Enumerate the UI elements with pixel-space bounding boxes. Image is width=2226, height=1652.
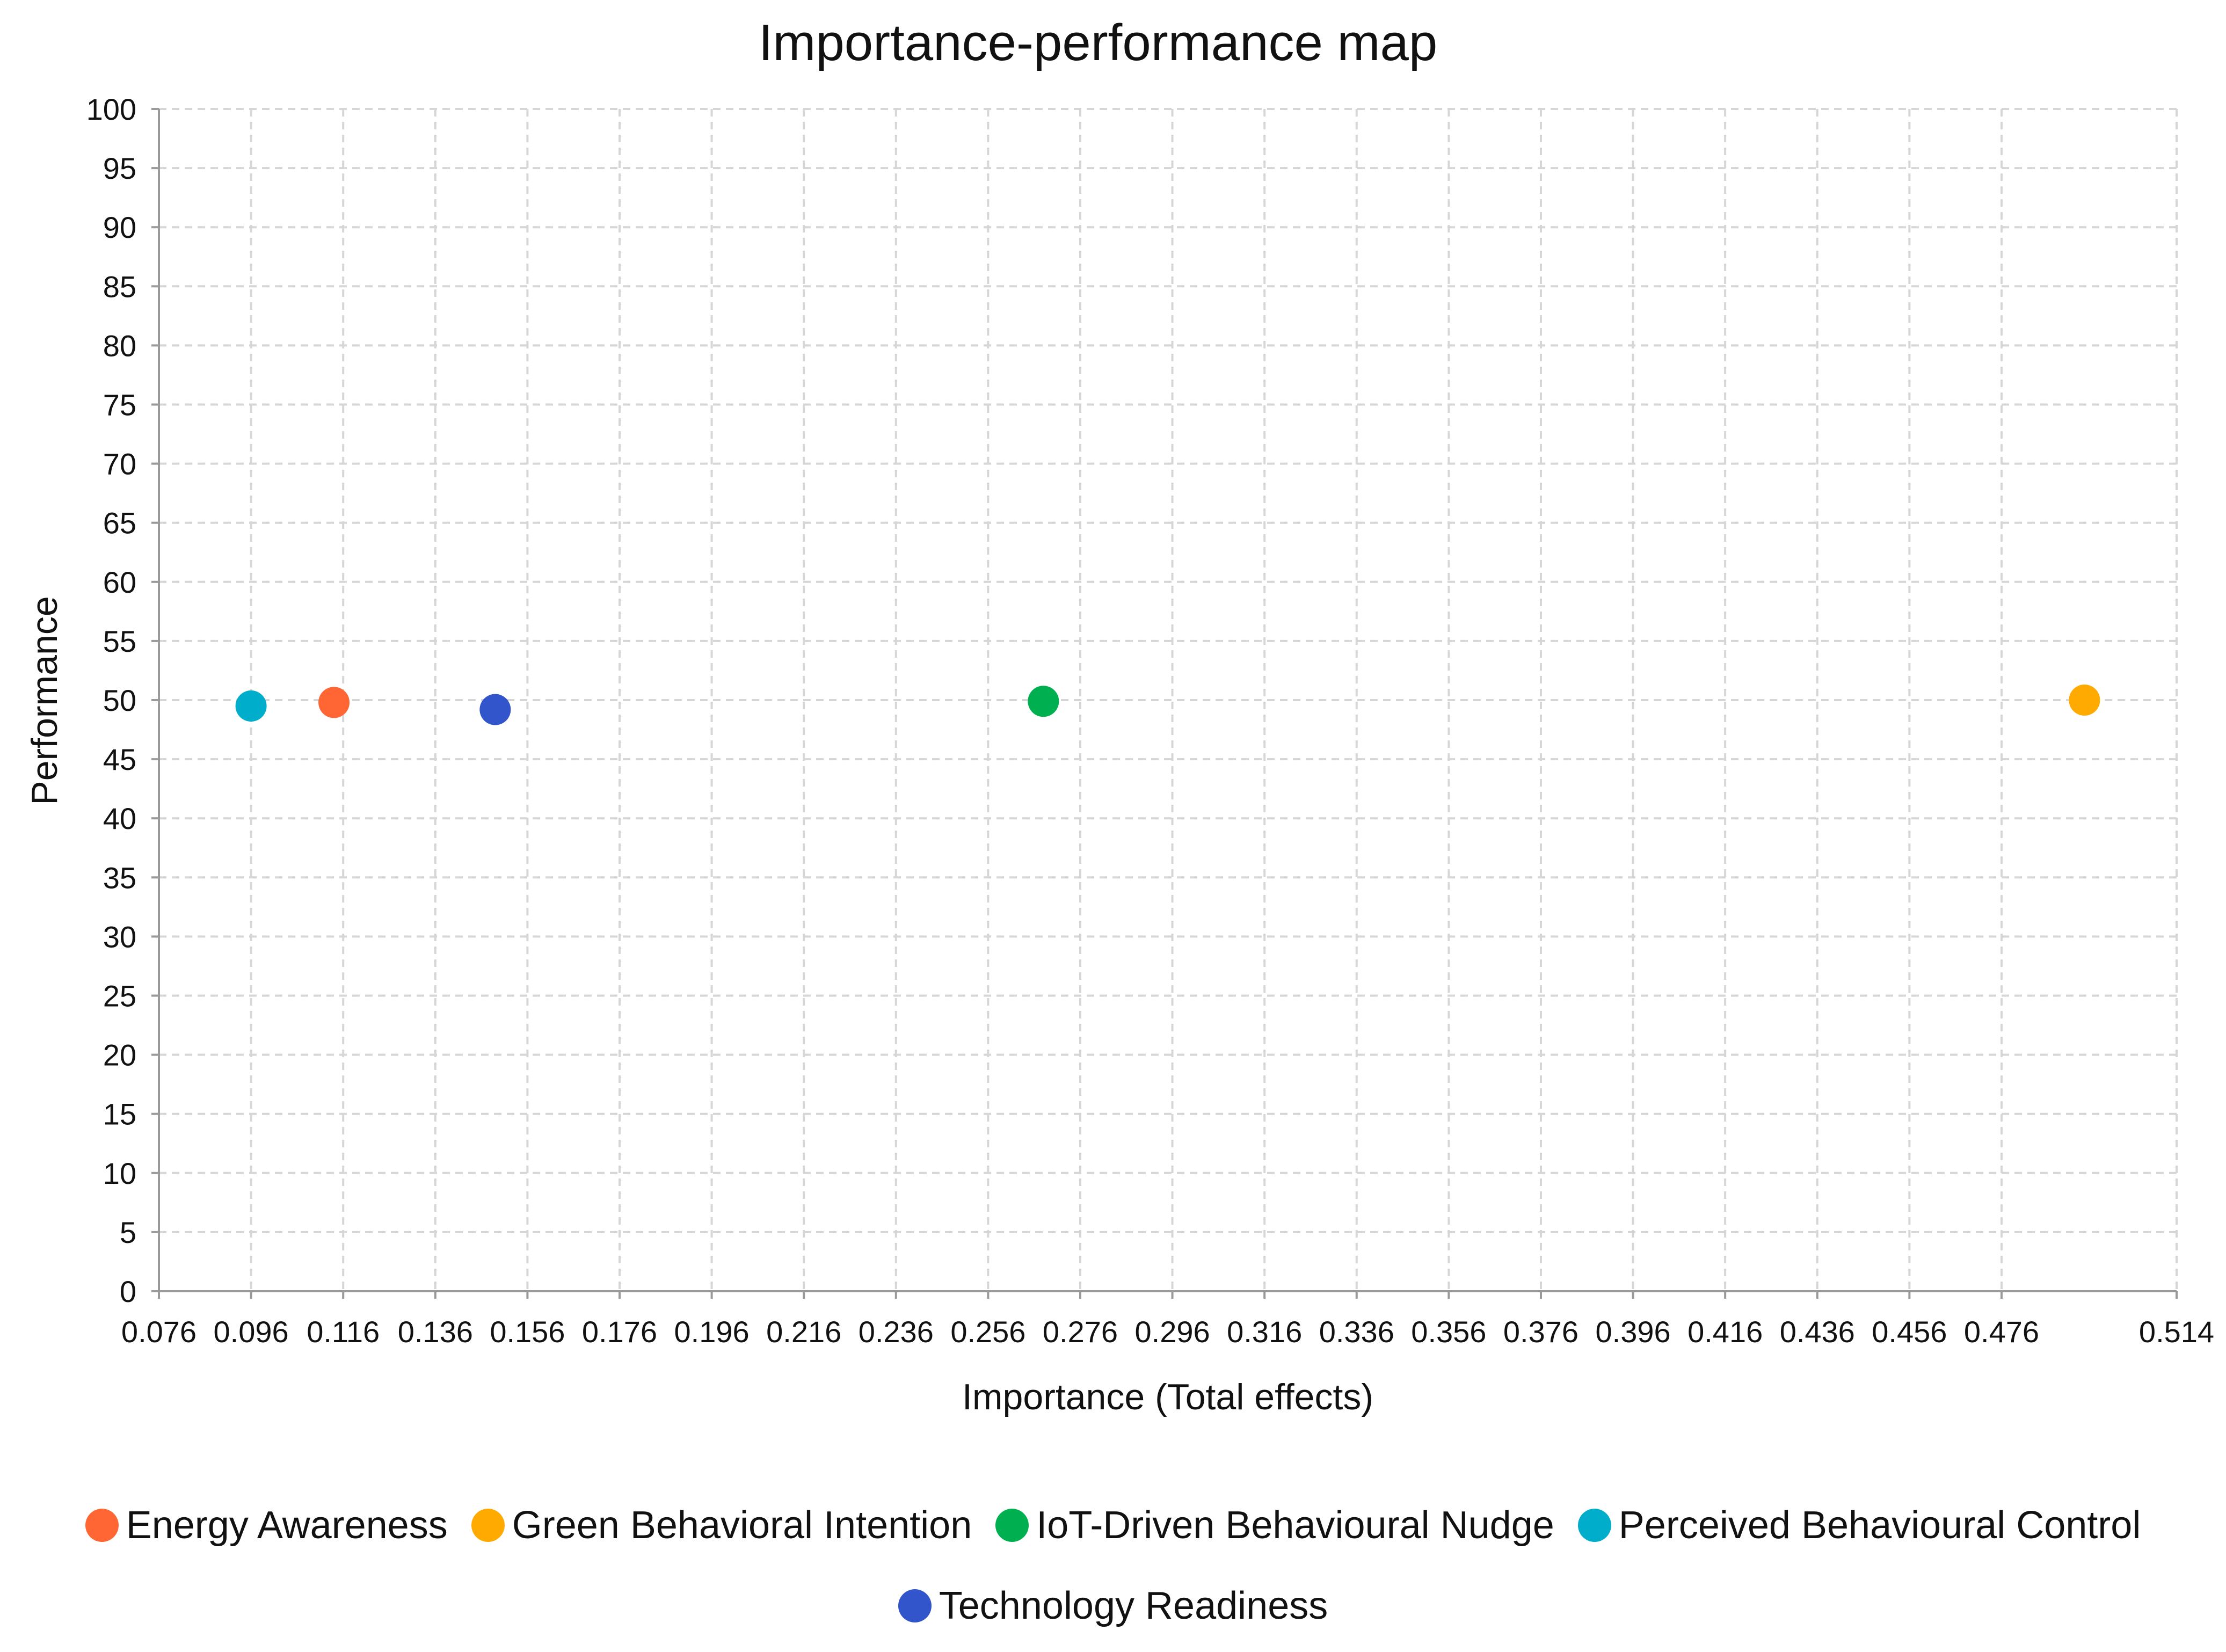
legend-label: Green Behavioral Intention (512, 1504, 972, 1547)
y-tick-label: 95 (103, 151, 136, 185)
y-tick-label: 10 (103, 1156, 136, 1190)
grid-layer (159, 108, 2178, 1291)
legend-item-iot-driven-behavioural-nudge: IoT-Driven Behavioural Nudge (995, 1503, 1554, 1547)
x-tick-label: 0.456 (1872, 1315, 1947, 1349)
y-tick-label: 30 (103, 920, 136, 954)
x-tick-label: 0.236 (859, 1315, 934, 1349)
y-tick-label: 40 (103, 802, 136, 835)
y-tick-label: 20 (103, 1038, 136, 1072)
legend-item-perceived-behavioural-control: Perceived Behavioural Control (1577, 1503, 2141, 1547)
chart-title: Importance-performance map (759, 14, 1438, 71)
legend-swatch (471, 1509, 505, 1542)
y-tick-label: 100 (86, 92, 136, 126)
y-tick-label: 25 (103, 979, 136, 1013)
x-tick-label: 0.476 (1964, 1315, 2039, 1349)
x-tick-label: 0.116 (307, 1315, 380, 1349)
point-iot-driven-behavioural-nudge (1028, 686, 1059, 717)
y-tick-label: 60 (103, 565, 136, 599)
point-technology-readiness (479, 694, 511, 725)
x-tick-label: 0.096 (214, 1315, 289, 1349)
x-tick-label: 0.216 (766, 1315, 841, 1349)
x-tick-label: 0.396 (1596, 1315, 1671, 1349)
x-tick-label: 0.416 (1687, 1315, 1763, 1349)
y-tick-label: 5 (120, 1216, 136, 1249)
x-tick-label: 0.276 (1043, 1315, 1118, 1349)
legend-label: Perceived Behavioural Control (1618, 1504, 2141, 1547)
point-energy-awareness (318, 687, 350, 718)
y-axis-label: Performance (24, 596, 65, 805)
tick-labels: 0 5 10 15 20 25 30 35 40 45 50 55 60 65 70 75 80 85 90 95 10… (86, 92, 2215, 1349)
y-tick-label: 70 (103, 447, 136, 481)
y-tick-label: 65 (103, 506, 136, 540)
legend-swatch (1577, 1509, 1611, 1542)
legend-label: Technology Readiness (939, 1584, 1328, 1627)
axes-layer (151, 108, 2178, 1299)
y-tick-label: 50 (103, 683, 136, 717)
point-perceived-behavioural-control (235, 690, 267, 722)
x-tick-label: 0.296 (1135, 1315, 1210, 1349)
x-tick-label: 0.336 (1319, 1315, 1394, 1349)
y-tick-label: 15 (103, 1097, 136, 1131)
y-tick-label: 45 (103, 743, 136, 776)
data-points (235, 685, 2100, 725)
y-tick-label: 90 (103, 210, 136, 244)
x-tick-label: 0.514 (2139, 1315, 2214, 1349)
legend-row-2: Technology Readiness (0, 1584, 2226, 1628)
legend-label: IoT-Driven Behavioural Nudge (1036, 1504, 1554, 1547)
x-tick-label: 0.256 (950, 1315, 1025, 1349)
x-tick-label: 0.196 (674, 1315, 750, 1349)
legend-swatch (85, 1509, 119, 1542)
y-tick-label: 75 (103, 388, 136, 422)
legend-item-energy-awareness: Energy Awareness (85, 1503, 448, 1547)
legend-row-1: Energy Awareness Green Behavioral Intenti… (0, 1503, 2226, 1547)
x-axis-label: Importance (Total effects) (962, 1377, 1373, 1417)
y-tick-label: 0 (120, 1275, 136, 1308)
x-tick-label: 0.076 (121, 1315, 197, 1349)
x-tick-label: 0.156 (490, 1315, 565, 1349)
legend-item-green-behavioral-intention: Green Behavioral Intention (471, 1503, 972, 1547)
point-green-behavioral-intention (2069, 685, 2100, 716)
x-tick-label: 0.356 (1411, 1315, 1486, 1349)
x-tick-label: 0.436 (1780, 1315, 1855, 1349)
legend-label: Energy Awareness (126, 1504, 448, 1547)
x-tick-label: 0.136 (398, 1315, 473, 1349)
x-tick-label: 0.316 (1227, 1315, 1302, 1349)
y-tick-label: 80 (103, 329, 136, 362)
x-tick-label: 0.376 (1503, 1315, 1578, 1349)
y-tick-label: 55 (103, 624, 136, 658)
legend-swatch (898, 1589, 932, 1622)
x-tick-label: 0.176 (582, 1315, 657, 1349)
y-tick-label: 35 (103, 861, 136, 894)
legend-item-technology-readiness: Technology Readiness (898, 1584, 1328, 1628)
legend-swatch (995, 1509, 1029, 1542)
y-tick-label: 85 (103, 270, 136, 303)
